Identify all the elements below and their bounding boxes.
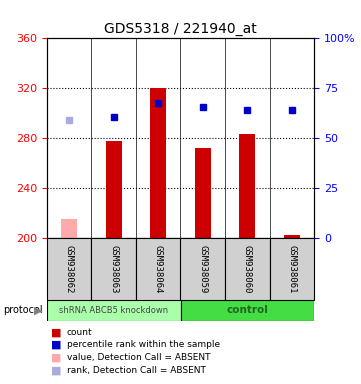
Text: ■: ■	[51, 365, 61, 375]
Bar	[106, 141, 122, 238]
Bar	[180, 300, 314, 321]
Text: GSM938061: GSM938061	[287, 245, 296, 293]
Text: ■: ■	[51, 353, 61, 362]
Bar	[136, 238, 180, 300]
Bar	[47, 238, 91, 300]
Text: GSM938059: GSM938059	[198, 245, 207, 293]
Bar	[47, 300, 180, 321]
Text: ■: ■	[51, 327, 61, 337]
Bar	[180, 238, 225, 300]
Bar	[225, 238, 270, 300]
Bar	[151, 88, 166, 238]
Text: GSM938064: GSM938064	[154, 245, 163, 293]
Text: ▶: ▶	[34, 305, 42, 315]
Bar	[284, 235, 300, 238]
Text: GSM938060: GSM938060	[243, 245, 252, 293]
Text: GSM938062: GSM938062	[65, 245, 74, 293]
Text: ■: ■	[51, 340, 61, 350]
Bar	[91, 238, 136, 300]
Text: count: count	[67, 328, 92, 337]
Text: percentile rank within the sample: percentile rank within the sample	[67, 340, 220, 349]
Bar	[61, 219, 77, 238]
Title: GDS5318 / 221940_at: GDS5318 / 221940_at	[104, 22, 257, 36]
Text: value, Detection Call = ABSENT: value, Detection Call = ABSENT	[67, 353, 210, 362]
Bar	[239, 134, 255, 238]
Text: control: control	[226, 305, 268, 315]
Text: GSM938063: GSM938063	[109, 245, 118, 293]
Bar	[270, 238, 314, 300]
Bar	[195, 148, 210, 238]
Text: shRNA ABCB5 knockdown: shRNA ABCB5 knockdown	[59, 306, 168, 314]
Text: rank, Detection Call = ABSENT: rank, Detection Call = ABSENT	[67, 366, 206, 375]
Text: protocol: protocol	[4, 305, 43, 315]
